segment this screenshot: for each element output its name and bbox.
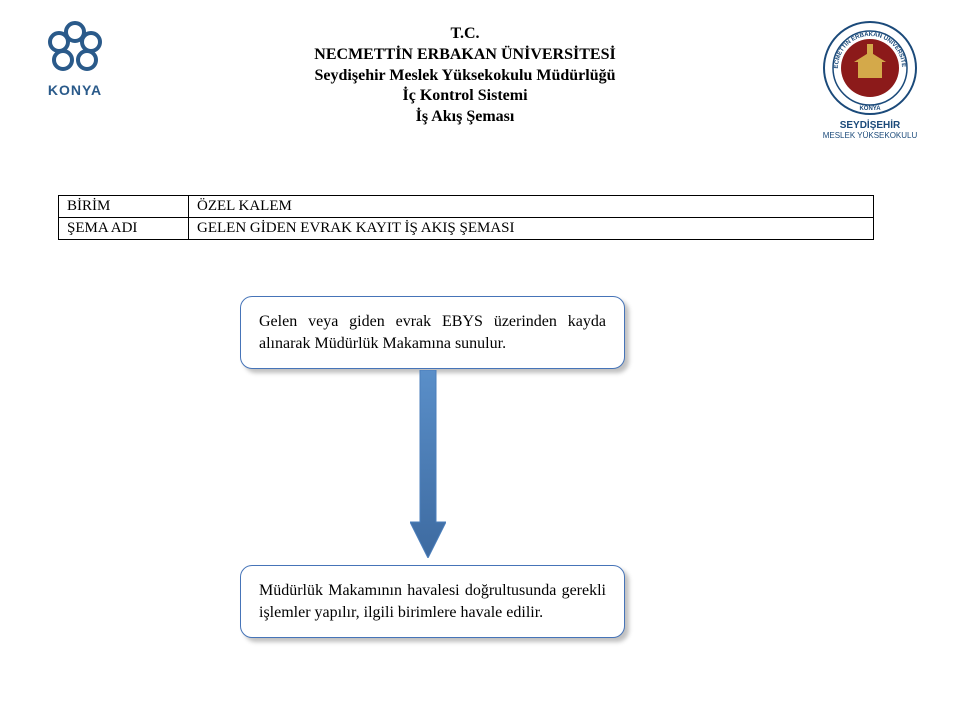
table-row: BİRİM ÖZEL KALEM [59, 196, 874, 218]
logo-left-label: KONYA [48, 82, 102, 98]
header: KONYA T.C. NECMETTİN ERBAKAN ÜNİVERSİTES… [0, 18, 960, 140]
table-row: ŞEMA ADI GELEN GİDEN EVRAK KAYIT İŞ AKIŞ… [59, 218, 874, 240]
title-university: NECMETTİN ERBAKAN ÜNİVERSİTESİ [120, 45, 810, 66]
svg-text:KONYA: KONYA [859, 106, 881, 112]
table-value: GELEN GİDEN EVRAK KAYIT İŞ AKIŞ ŞEMASI [189, 218, 874, 240]
arrow-down-icon [410, 370, 446, 558]
title-block: T.C. NECMETTİN ERBAKAN ÜNİVERSİTESİ Seyd… [120, 18, 810, 128]
table-label: ŞEMA ADI [59, 218, 189, 240]
info-table: BİRİM ÖZEL KALEM ŞEMA ADI GELEN GİDEN EV… [58, 195, 874, 240]
table-label: BİRİM [59, 196, 189, 218]
logo-right-label1: SEYDİŞEHİR [840, 120, 901, 131]
table-value: ÖZEL KALEM [189, 196, 874, 218]
title-is: İş Akış Şeması [120, 107, 810, 128]
flow-box-1: Gelen veya giden evrak EBYS üzerinden ka… [240, 296, 625, 369]
title-tc: T.C. [120, 24, 810, 45]
logo-right-label2: MESLEK YÜKSEKOKULU [823, 131, 918, 140]
logo-right: NECMETTİN ERBAKAN ÜNİVERSİTESİ KONYA SEY… [810, 18, 930, 140]
konya-logo-icon [45, 18, 105, 78]
title-sub: Seydişehir Meslek Yüksekokulu Müdürlüğü [120, 66, 810, 87]
title-ic: İç Kontrol Sistemi [120, 86, 810, 107]
logo-left: KONYA [30, 18, 120, 98]
flow-box-2: Müdürlük Makamının havalesi doğrultusund… [240, 565, 625, 638]
university-seal-icon: NECMETTİN ERBAKAN ÜNİVERSİTESİ KONYA [820, 18, 920, 118]
